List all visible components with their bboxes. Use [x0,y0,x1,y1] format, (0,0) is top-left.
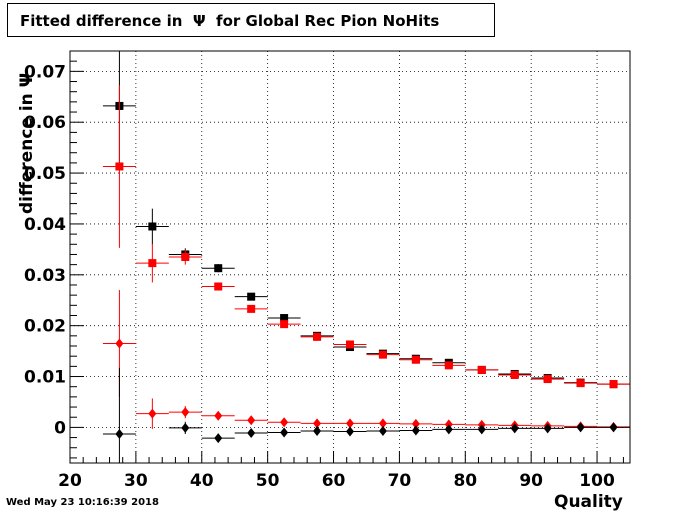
data-point-diamond [346,418,354,429]
data-point-diamond [313,418,322,429]
data-point-diamond [609,422,618,433]
y-tick-label: 0.02 [24,317,66,337]
data-point-square [510,371,519,380]
data-point-diamond [247,427,256,438]
x-tick-label: 20 [58,471,82,491]
data-point-diamond [543,423,552,434]
x-tick-label: 80 [453,471,477,491]
x-tick-label: 30 [124,471,148,491]
data-marks [102,51,630,463]
data-point-square [247,304,256,313]
data-point-square [280,314,289,323]
data-point-diamond [411,425,420,436]
data-point-diamond [148,408,157,419]
x-tick-label: 100 [579,471,615,491]
data-point-square [346,340,354,349]
data-point-square [214,282,223,291]
data-point-diamond [247,415,256,426]
data-point-diamond [444,419,453,430]
data-point-diamond [378,418,387,429]
data-point-square [444,361,453,370]
data-point-square [609,380,618,389]
data-point-square [411,355,420,364]
x-tick-label: 60 [322,471,346,491]
x-tick-label: 40 [190,471,214,491]
data-point-square [148,222,157,231]
x-tick-label: 90 [519,471,543,491]
data-point-diamond [378,425,387,436]
y-tick-label: 0.01 [24,368,66,388]
data-point-diamond [214,433,223,444]
x-tick-label: 70 [388,471,412,491]
data-point-diamond [411,418,420,429]
plot-frame-bg [70,51,630,463]
data-point-square [115,162,124,171]
y-axis-title: difference in Ψ [17,72,37,214]
x-tick-label: 50 [256,471,280,491]
data-point-square [214,264,223,273]
y-tick-label: 0.06 [24,113,66,133]
data-point-square [181,253,190,261]
chart-title: Fitted difference in Ψ for Global Rec Pi… [20,12,440,30]
y-tick-label: 0.07 [24,62,66,82]
data-point-diamond [477,424,486,435]
data-point-square [543,375,552,384]
data-point-diamond [181,407,190,418]
data-point-square [280,320,289,329]
data-point-square [148,259,157,268]
data-point-diamond [444,424,453,435]
grid [70,51,630,463]
series-3 [102,367,630,463]
data-point-diamond [576,422,585,433]
title-box: Fitted difference in Ψ for Global Rec Pi… [7,3,495,37]
data-point-square [477,365,486,374]
data-point-square [576,379,585,388]
data-point-diamond [115,429,124,440]
data-point-square [313,332,322,341]
data-point-diamond [280,427,289,438]
x-axis-title: Quality [554,492,623,512]
y-tick-label: 0.05 [24,164,66,184]
data-point-square [247,292,256,301]
data-point-diamond [280,417,289,428]
data-point-diamond [346,426,354,437]
data-point-diamond [214,410,223,421]
data-point-diamond [181,422,190,433]
y-tick-label: 0 [54,418,66,438]
y-tick-label: 0.04 [24,215,66,235]
y-tick-label: 0.03 [24,266,66,286]
plot-frame [69,50,631,464]
data-point-diamond [115,338,124,349]
axes: 20 30 40 50 60 70 80 90 100 0 0.01 0.02 0.03 0.04 0.05… [24,50,624,491]
series-1 [102,85,630,389]
data-point-diamond [313,425,322,436]
footer-timestamp: Wed May 23 10:16:39 2018 [6,497,159,508]
data-point-square [378,350,387,359]
data-point-diamond [510,423,519,434]
